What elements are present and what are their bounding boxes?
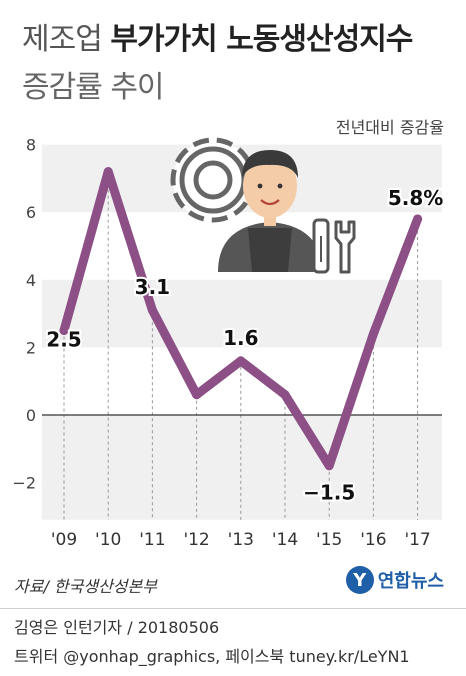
x-tick-label: '14 (272, 530, 298, 550)
data-label: 3.1 (135, 275, 170, 299)
y-axis: 8 6 4 2 0 −2 (12, 136, 442, 493)
y-tick-label: 8 (26, 136, 36, 155)
data-label: 2.5 (46, 328, 81, 352)
data-point (413, 214, 423, 224)
data-point (236, 356, 246, 366)
x-tick-label: '16 (360, 530, 386, 550)
x-tick-label: '12 (183, 530, 209, 550)
data-labels: 2.5 3.1 1.6 −1.5 5.8% (44, 184, 445, 507)
title-bold: 부가가치 노동생산성지수 (110, 22, 413, 57)
source-note: 자료/ 한국생산성본부 (14, 577, 157, 596)
x-tick-label: '17 (404, 530, 430, 550)
title-prefix: 제조업 (22, 22, 103, 57)
illustration (170, 137, 356, 274)
data-point (192, 390, 202, 400)
unit-label: 전년대비 증감율 (335, 118, 444, 137)
data-point (59, 326, 69, 335)
yonhap-logo: Y 연합뉴스 (345, 566, 444, 594)
x-tick-label: '15 (316, 530, 342, 550)
logo-mark: Y (345, 566, 374, 594)
data-point (280, 390, 290, 400)
y-tick-label: 4 (26, 271, 36, 290)
data-point (147, 305, 157, 315)
data-point (368, 329, 378, 339)
x-axis: '09 '10 '11 '12 '13 '14 '15 '16 '17 (51, 530, 431, 550)
grid-band (42, 415, 442, 483)
credit-line: 김영은 인턴기자 / 20180506 (14, 618, 220, 637)
data-points (59, 167, 423, 471)
worker-icon (218, 150, 322, 272)
x-tick-label: '11 (139, 530, 165, 550)
data-label: 1.6 (223, 326, 258, 350)
gear-icon (170, 137, 256, 223)
footer-divider (0, 608, 466, 609)
y-tick-label: 2 (26, 338, 36, 357)
grid-band (42, 482, 442, 520)
x-tick-label: '13 (228, 530, 254, 550)
data-label: 5.8% (388, 186, 443, 210)
chart-title: 제조업 부가가치 노동생산성지수 (22, 14, 413, 58)
y-tick-label: 6 (26, 203, 36, 222)
x-tick-label: '09 (51, 530, 77, 550)
y-tick-label: −2 (12, 474, 36, 493)
data-label: −1.5 (303, 481, 355, 505)
data-point (103, 167, 113, 177)
x-tick-label: '10 (95, 530, 121, 550)
data-point (324, 461, 334, 471)
chart-subtitle: 증감률 추이 (22, 70, 165, 105)
tools-icon (312, 218, 356, 274)
y-tick-label: 0 (26, 406, 36, 425)
line-chart: 8 6 4 2 0 −2 '09 '10 '11 '12 '13 '14 '15 '16 '17 2.5 3… (12, 136, 445, 550)
social-line: 트위터 @yonhap_graphics, 페이스북 tuney.kr/LeYN… (14, 647, 410, 666)
logo-text: 연합뉴스 (377, 571, 444, 592)
